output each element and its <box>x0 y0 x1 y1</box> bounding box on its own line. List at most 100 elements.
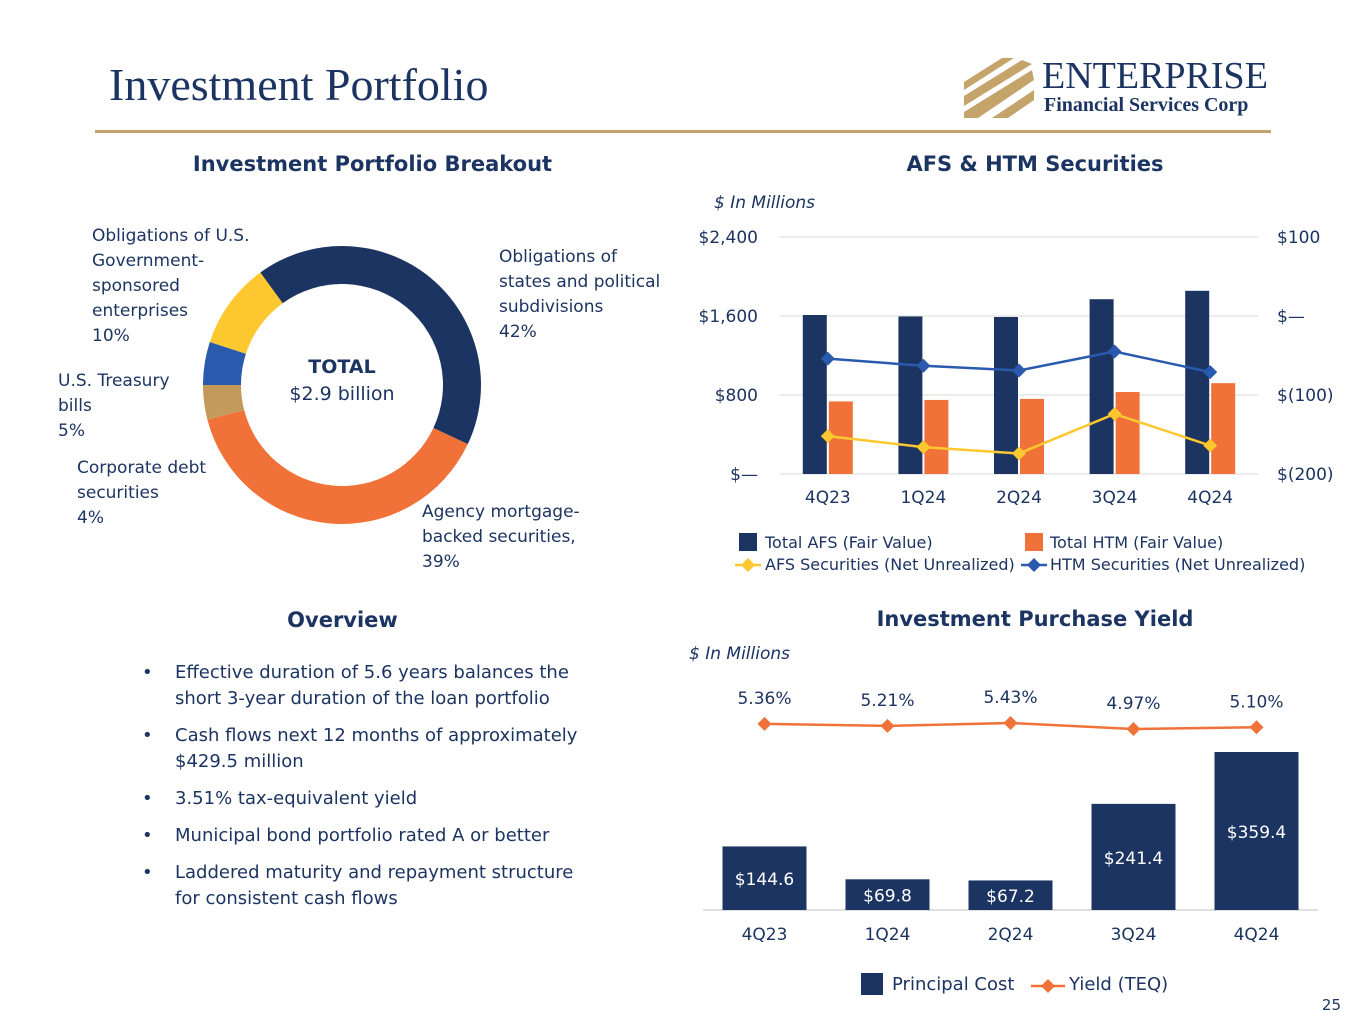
afs-bar <box>802 315 827 474</box>
legend-swatch-afs <box>739 533 757 551</box>
label-corporate: Corporate debt securities 4% <box>77 458 207 528</box>
yield-point <box>1126 722 1141 736</box>
page-title: Investment Portfolio <box>109 59 489 110</box>
yield-value-label: 5.36% <box>737 689 791 709</box>
afs-right-tick: $(100) <box>1277 386 1334 406</box>
yield-category-label: 3Q24 <box>1111 925 1157 945</box>
yield-line <box>764 721 1257 731</box>
afs-bar <box>898 316 923 474</box>
principal-value-label: $144.6 <box>735 870 794 890</box>
yield-point <box>1249 720 1264 735</box>
afs-bar <box>994 316 1018 474</box>
legend-label-principal: Principal Cost <box>892 974 1015 995</box>
yield-point <box>880 718 895 733</box>
htm-net-line <box>827 350 1211 374</box>
overview-bullet: Laddered maturity and repayment structur… <box>140 860 580 912</box>
legend-swatch-principal <box>861 973 883 995</box>
donut-slice-corporate <box>203 385 245 420</box>
principal-bar <box>1214 752 1299 910</box>
label-states: Obligations of states and political subdiv… <box>499 247 661 342</box>
htm-bar <box>1115 392 1140 474</box>
yield-value-label: 5.21% <box>860 691 914 711</box>
afs-unit-label: $ In Millions <box>714 193 816 213</box>
afs-net-point <box>1107 406 1122 421</box>
afs-net-point <box>916 440 931 455</box>
htm-net-point <box>1203 365 1218 380</box>
principal-value-label: $241.4 <box>1104 849 1163 869</box>
principal-value-label: $67.2 <box>986 887 1035 907</box>
afs-category-label: 1Q24 <box>900 488 946 508</box>
principal-bar <box>722 846 807 910</box>
afs-net-point <box>1203 438 1218 453</box>
yield-category-label: 4Q23 <box>742 925 788 945</box>
label-agency: Agency mortgage-backed securities, 39% <box>422 502 580 572</box>
legend-marker-htm-net-icon <box>1021 558 1047 572</box>
header-divider <box>95 130 1271 133</box>
yield-category-label: 2Q24 <box>988 925 1034 945</box>
htm-net-point <box>1107 344 1122 359</box>
yield-category-label: 1Q24 <box>865 925 911 945</box>
yield-category-label: 4Q24 <box>1234 925 1280 945</box>
overview-list: Effective duration of 5.6 years balances… <box>140 660 580 923</box>
company-logo: ENTERPRISE Financial Services Corp <box>962 55 1274 122</box>
yield-heading: Investment Purchase Yield <box>876 607 1194 631</box>
htm-bar <box>1020 398 1044 474</box>
htm-bar <box>1211 383 1236 474</box>
yield-unit-label: $ In Millions <box>689 644 791 664</box>
afs-category-label: 3Q24 <box>1092 488 1138 508</box>
donut-slice-states <box>260 245 482 445</box>
label-gse: Obligations of U.S. Government-sponsored e… <box>92 226 250 346</box>
afs-net-point <box>1012 446 1026 461</box>
legend-marker-afs-net-icon <box>735 558 761 572</box>
htm-net-point <box>916 358 931 373</box>
afs-left-tick: $800 <box>715 386 758 406</box>
yield-value-label: 4.97% <box>1106 694 1160 714</box>
yield-value-label: 5.10% <box>1229 692 1283 712</box>
htm-bar <box>924 399 949 474</box>
htm-net-point <box>1012 363 1026 378</box>
principal-bar <box>845 879 930 910</box>
afs-category-label: 4Q24 <box>1187 488 1233 508</box>
afs-net-line <box>827 412 1211 455</box>
page-number: 25 <box>1321 996 1341 1014</box>
afs-net-point <box>820 429 835 444</box>
yield-value-label: 5.43% <box>983 688 1037 708</box>
overview-bullet: Municipal bond portfolio rated A or bett… <box>140 823 580 849</box>
afs-category-label: 2Q24 <box>996 488 1042 508</box>
overview-bullet: Effective duration of 5.6 years balances… <box>140 660 580 712</box>
afs-bar <box>1185 290 1210 474</box>
legend-swatch-htm <box>1025 533 1043 551</box>
principal-value-label: $359.4 <box>1227 823 1286 843</box>
legend-label-htm-net: HTM Securities (Net Unrealized) <box>1050 555 1306 574</box>
principal-bar <box>1091 803 1176 910</box>
afs-left-tick: $2,400 <box>699 228 758 248</box>
afs-bar <box>1089 299 1114 474</box>
logo-subtitle: Financial Services Corp <box>1044 94 1249 116</box>
donut-center-title: TOTAL <box>308 356 375 378</box>
yield-point <box>757 716 772 731</box>
afs-right-tick: $(200) <box>1277 465 1334 485</box>
afs-left-tick: $1,600 <box>699 307 758 327</box>
afs-category-label: 4Q23 <box>805 488 851 508</box>
label-treasury: U.S. Treasury bills 5% <box>58 371 170 441</box>
overview-heading: Overview <box>287 608 398 632</box>
overview-bullet: Cash flows next 12 months of approximate… <box>140 723 580 775</box>
legend-label-yield: Yield (TEQ) <box>1069 974 1169 995</box>
principal-bar <box>968 880 1053 910</box>
principal-value-label: $69.8 <box>863 887 912 907</box>
donut-center-value: $2.9 billion <box>289 383 394 405</box>
breakout-heading: Investment Portfolio Breakout <box>192 152 553 176</box>
overview-bullet: 3.51% tax-equivalent yield <box>140 786 580 812</box>
afs-right-tick: $— <box>1277 307 1305 327</box>
afs-right-tick: $100 <box>1277 228 1320 248</box>
afs-heading: AFS & HTM Securities <box>906 152 1164 176</box>
logo-mark-icon <box>964 58 1034 118</box>
htm-net-point <box>820 351 835 366</box>
legend-label-htm: Total HTM (Fair Value) <box>1050 533 1224 552</box>
logo-name: ENTERPRISE <box>1042 55 1268 97</box>
legend-label-afs: Total AFS (Fair Value) <box>765 533 933 552</box>
legend-marker-yield-icon <box>1031 979 1065 993</box>
yield-point <box>1003 716 1018 730</box>
htm-bar <box>828 401 853 474</box>
afs-left-tick: $— <box>730 465 758 485</box>
